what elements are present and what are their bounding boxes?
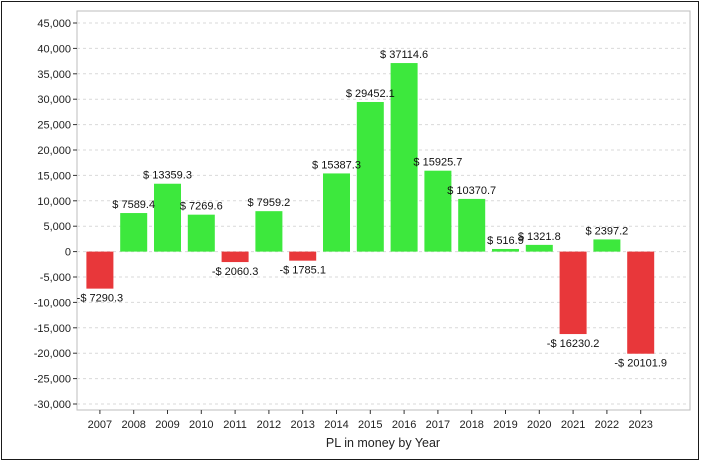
y-axis-ticks: 45,000 40,000 35,000 30,000 25,000 20,000 15,0… <box>34 18 77 411</box>
data-label: $ 15925.7 <box>413 157 462 169</box>
bar-2022 <box>593 239 621 252</box>
data-label: $ 1321.8 <box>518 231 561 243</box>
bar-2019 <box>492 248 519 252</box>
data-labels: -$ 7290.3 $ 7589.4 $ 13359.3 $ 7269.6 -$ 206… <box>77 49 667 370</box>
y-tick-label: -10,000 <box>34 297 71 309</box>
x-tick-label: 2016 <box>392 419 416 431</box>
y-tick-label: 45,000 <box>37 18 71 30</box>
x-axis-title: PL in money by Year <box>326 436 440 450</box>
data-label: -$ 16230.2 <box>547 338 600 350</box>
y-tick-label: -15,000 <box>34 323 71 335</box>
data-label: $ 7269.6 <box>180 201 223 213</box>
data-label: -$ 7290.3 <box>77 293 123 305</box>
bar-2016 <box>390 63 418 252</box>
data-label: $ 2397.2 <box>585 225 628 237</box>
x-tick-label: 2023 <box>628 419 652 431</box>
bar-2017 <box>424 170 452 252</box>
x-tick-label: 2011 <box>223 419 247 431</box>
y-tick-label: 40,000 <box>37 43 71 55</box>
x-tick-label: 2008 <box>121 419 145 431</box>
bar-2021 <box>559 251 587 335</box>
data-label: $ 15387.3 <box>312 159 361 171</box>
bar-2018 <box>458 198 486 252</box>
bar-2011 <box>221 251 249 263</box>
y-tick-label: -30,000 <box>34 399 71 411</box>
x-tick-label: 2021 <box>561 419 585 431</box>
x-tick-label: 2012 <box>257 419 281 431</box>
y-tick-label: 0 <box>65 247 71 259</box>
x-tick-label: 2020 <box>527 419 551 431</box>
data-label: $ 516.9 <box>487 235 524 247</box>
bar-2008 <box>120 213 148 252</box>
x-tick-label: 2014 <box>324 419 348 431</box>
bar-2014 <box>323 173 350 252</box>
bar-2015 <box>356 101 384 252</box>
data-label: $ 37114.6 <box>380 49 428 61</box>
data-label: $ 7589.4 <box>112 199 155 211</box>
x-tick-label: 2018 <box>459 419 483 431</box>
y-tick-label: 30,000 <box>37 94 71 106</box>
bar-2023 <box>627 251 655 354</box>
x-tick-label: 2019 <box>493 419 517 431</box>
y-tick-label: -25,000 <box>34 374 71 386</box>
x-tick-label: 2022 <box>595 419 619 431</box>
data-label: $ 10370.7 <box>447 185 496 197</box>
bar-2009 <box>154 183 181 252</box>
y-tick-label: 15,000 <box>37 170 71 182</box>
x-tick-label: 2017 <box>426 419 450 431</box>
data-label: -$ 20101.9 <box>614 358 667 370</box>
x-axis-ticks: 2007 2008 2009 2010 2011 2012 2013 2014 2015 2016… <box>88 410 653 431</box>
y-tick-label: 20,000 <box>37 145 71 157</box>
y-tick-label: 10,000 <box>37 196 71 208</box>
bar-2010 <box>187 214 215 252</box>
y-tick-label: 35,000 <box>37 69 71 81</box>
bars <box>86 63 655 354</box>
x-tick-label: 2009 <box>155 419 179 431</box>
data-label: -$ 2060.3 <box>212 266 258 278</box>
data-label: $ 7959.2 <box>247 197 290 209</box>
x-tick-label: 2013 <box>290 419 314 431</box>
x-tick-label: 2015 <box>358 419 382 431</box>
y-tick-label: -5,000 <box>40 272 71 284</box>
data-label: -$ 1785.1 <box>279 265 325 277</box>
bar-2012 <box>255 211 283 252</box>
data-label: $ 29452.1 <box>346 88 395 100</box>
x-tick-label: 2010 <box>189 419 213 431</box>
y-tick-label: 25,000 <box>37 120 71 132</box>
bar-2007 <box>86 251 114 289</box>
y-tick-label: -20,000 <box>34 348 71 360</box>
bar-2013 <box>289 251 317 261</box>
x-tick-label: 2007 <box>88 419 112 431</box>
y-tick-label: 5,000 <box>43 221 71 233</box>
data-label: $ 13359.3 <box>143 170 192 182</box>
bar-2020 <box>525 244 553 252</box>
